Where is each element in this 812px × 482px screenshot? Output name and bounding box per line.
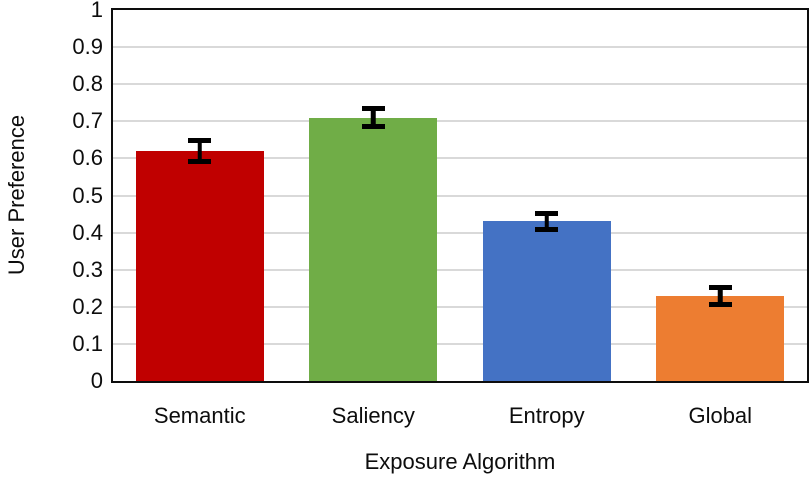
gridline <box>113 83 807 86</box>
bar-global <box>656 295 785 381</box>
y-tick-label: 1 <box>90 0 103 22</box>
error-bar-stem <box>544 211 549 232</box>
error-bar-cap-bottom <box>361 124 385 130</box>
y-tick-label: 0.7 <box>72 108 103 134</box>
y-tick-label: 0.8 <box>72 71 103 97</box>
y-tick-label: 0.9 <box>72 34 103 60</box>
gridline <box>113 157 807 160</box>
gridline <box>113 305 807 308</box>
gridline <box>113 231 807 234</box>
bar-entropy <box>482 221 611 381</box>
error-bar-cap-bottom <box>535 226 559 232</box>
bar-semantic <box>135 150 264 381</box>
error-bar-stem <box>197 137 202 164</box>
x-category-label-semantic: Semantic <box>153 403 246 428</box>
y-tick-label: 0.3 <box>72 256 103 282</box>
x-category-label-entropy: Entropy <box>508 403 585 428</box>
y-tick-label: 0.6 <box>72 145 103 171</box>
x-category-label-saliency: Saliency <box>331 403 415 428</box>
gridline <box>113 46 807 49</box>
y-tick-label: 0.5 <box>72 182 103 208</box>
gridline <box>113 342 807 345</box>
bar-saliency <box>309 117 438 381</box>
error-bar-saliency <box>361 105 385 130</box>
x-axis-title: Exposure Algorithm <box>364 449 556 474</box>
gridline <box>113 120 807 123</box>
y-tick-label: 0.2 <box>72 293 103 319</box>
y-tick-label: 0.4 <box>72 219 103 245</box>
gridline <box>113 268 807 271</box>
error-bar-stem <box>718 284 723 307</box>
gridline <box>113 194 807 197</box>
error-bar-entropy <box>535 211 559 232</box>
y-tick-label: 0.1 <box>72 330 103 356</box>
error-bar-stem <box>371 105 376 130</box>
y-axis-tick-labels: 0 0.1 0.2 0.3 0.4 0.5 0.6 0.7 0.8 0.9 1 <box>0 0 103 482</box>
error-bar-semantic <box>188 137 212 164</box>
error-bar-global <box>708 284 732 307</box>
y-tick-label: 0 <box>90 368 103 393</box>
plot-area <box>111 8 809 383</box>
error-bar-cap-bottom <box>708 301 732 307</box>
x-category-label-global: Global <box>688 403 753 428</box>
error-bar-cap-bottom <box>188 158 212 164</box>
x-axis-category-labels: Semantic Saliency Entropy Global <box>113 403 807 433</box>
